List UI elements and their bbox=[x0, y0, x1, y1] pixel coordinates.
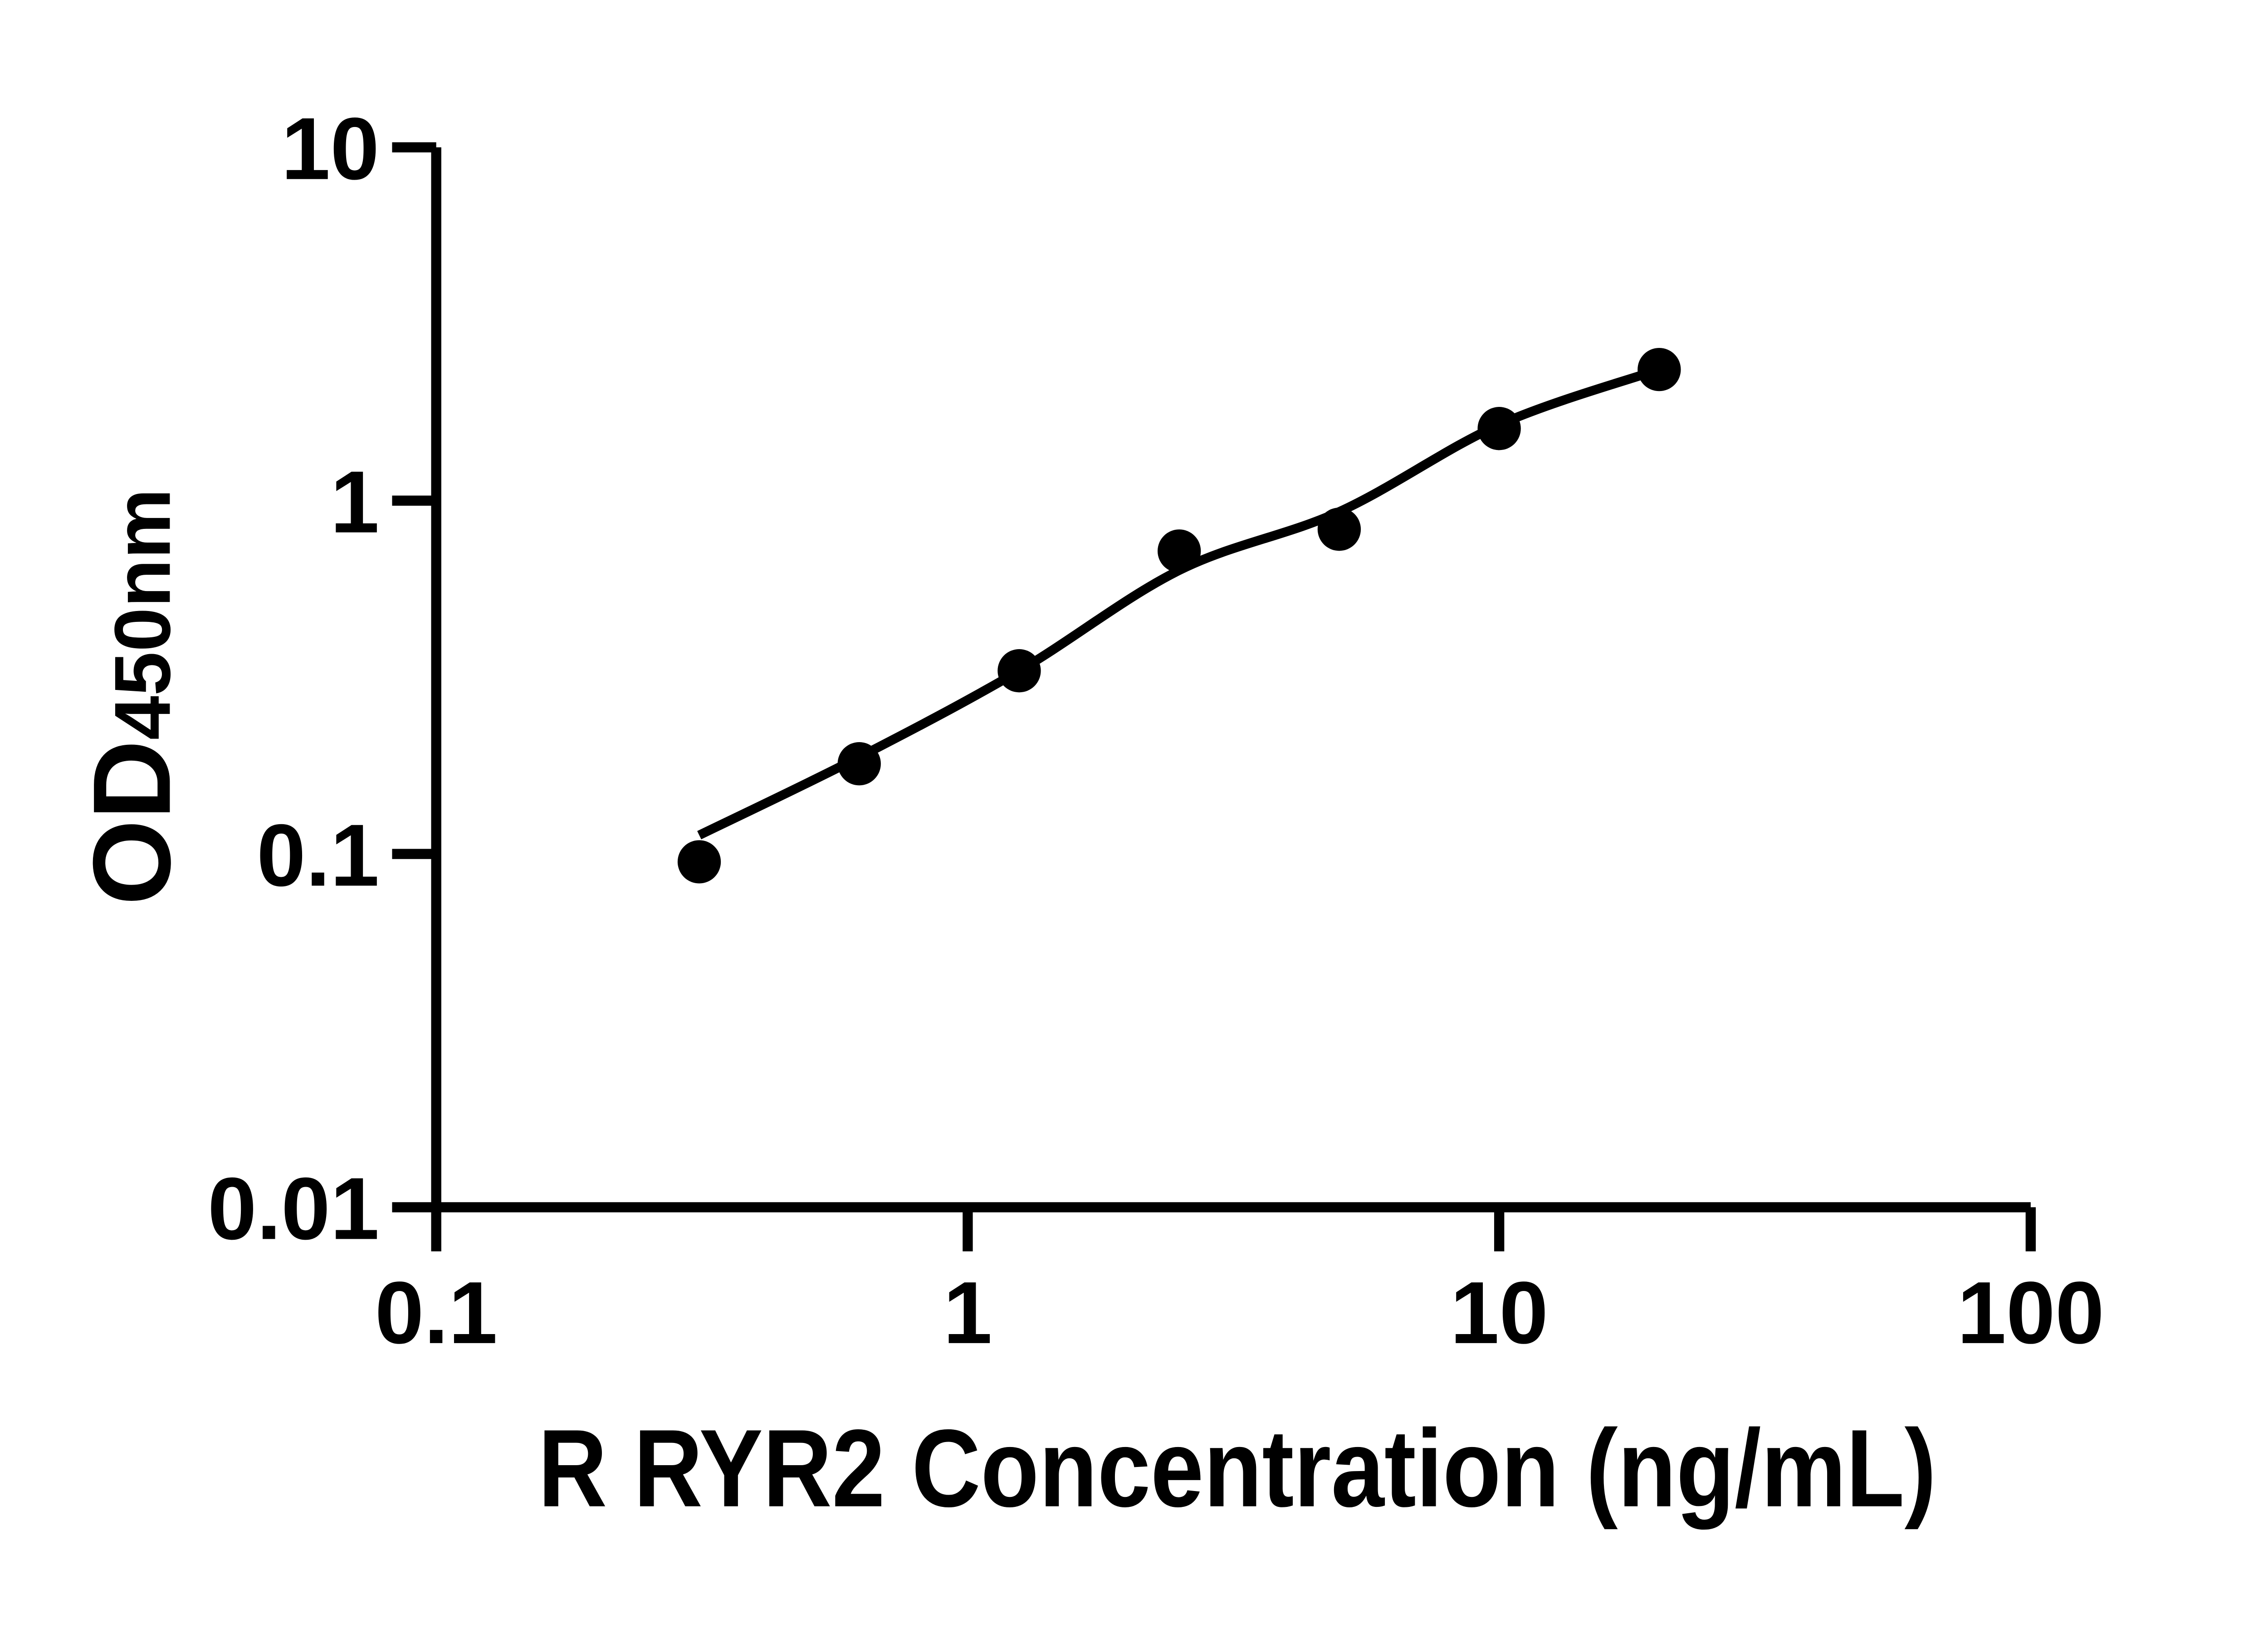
data-point bbox=[837, 742, 881, 786]
y-axis-title: OD450nm bbox=[70, 489, 193, 905]
elisa-standard-curve-figure: 0.1 1 10 100 10 1 0.1 0.01 R RYR2 Concentration … bbox=[0, 0, 2268, 1588]
y-tick-label-1: 1 bbox=[330, 453, 379, 552]
data-point bbox=[677, 840, 721, 884]
y-tick-label-10: 10 bbox=[281, 100, 379, 198]
x-axis-title: R RYR2 Concentration (ng/mL) bbox=[538, 1407, 1936, 1530]
data-point bbox=[997, 649, 1041, 693]
x-tick-label-0.1: 0.1 bbox=[375, 1264, 498, 1362]
data-point bbox=[1477, 407, 1521, 450]
y-tick-label-0.1: 0.1 bbox=[257, 807, 379, 905]
x-tick-label-10: 10 bbox=[1450, 1264, 1548, 1362]
x-tick-label-100: 100 bbox=[1957, 1264, 2104, 1362]
data-point bbox=[1317, 508, 1361, 551]
plot-background bbox=[0, 0, 2268, 1588]
data-point bbox=[1637, 347, 1681, 391]
data-point bbox=[1158, 529, 1201, 573]
x-tick-label-1: 1 bbox=[943, 1264, 992, 1362]
y-tick-label-0.01: 0.01 bbox=[208, 1159, 380, 1258]
